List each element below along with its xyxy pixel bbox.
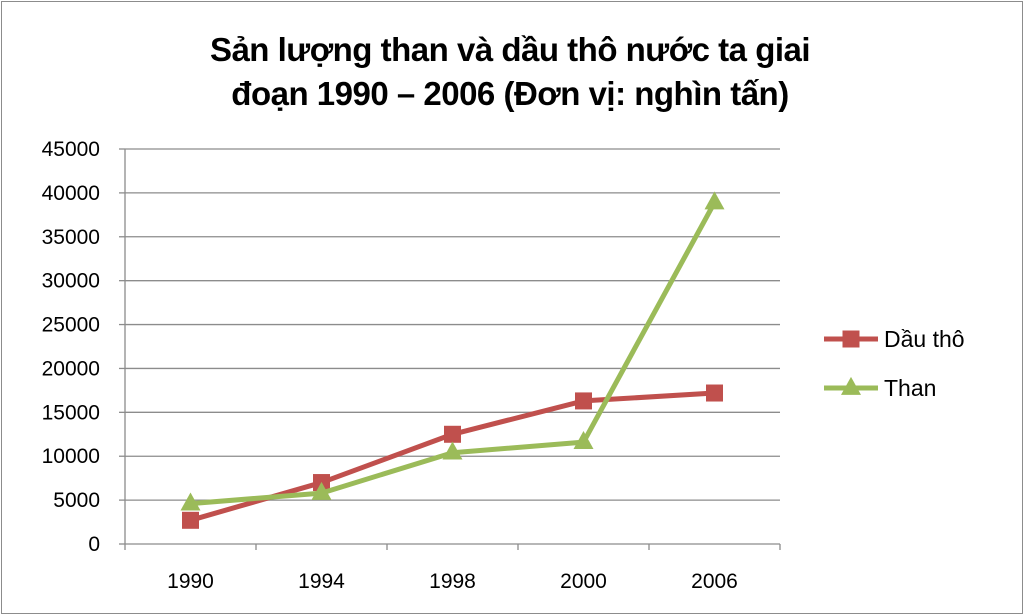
x-tick-label: 1998 [429, 570, 476, 593]
series-0-point [706, 384, 723, 402]
series-1-point [442, 441, 463, 460]
y-tick-label: 40000 [42, 182, 100, 205]
series-1-point [573, 431, 594, 450]
y-tick-label: 45000 [42, 138, 100, 161]
chart-title-line-1: Sản lượng than và dầu thô nước ta giai [209, 31, 811, 68]
series-0-point [444, 425, 461, 443]
y-tick-label: 30000 [42, 270, 100, 293]
legend-label: Than [884, 375, 936, 401]
chart-title-line-2: đoạn 1990 – 2006 (Đơn vị: nghìn tấn) [231, 75, 789, 112]
x-tick-label: 2006 [691, 570, 738, 593]
x-tick-label: 2000 [560, 570, 607, 593]
series-0-point [575, 392, 592, 410]
legend-swatch-marker [842, 330, 860, 348]
series-0-point [182, 511, 199, 529]
y-tick-label: 25000 [42, 314, 100, 337]
legend-label: Dầu thô [884, 326, 965, 352]
x-tick-label: 1994 [298, 570, 345, 593]
y-tick-label: 20000 [42, 357, 100, 380]
y-tick-label: 10000 [42, 445, 100, 468]
series-1-point [311, 481, 332, 500]
y-tick-label: 5000 [53, 489, 100, 512]
series-1-point [180, 492, 201, 511]
y-tick-label: 15000 [42, 401, 100, 424]
y-tick-label: 0 [88, 533, 100, 556]
series-1-point [704, 191, 725, 210]
legend-swatch-marker [841, 376, 861, 395]
x-tick-label: 1990 [167, 570, 214, 593]
y-tick-label: 35000 [42, 226, 100, 249]
chart-title: Sản lượng than và dầu thô nước ta giai đ… [100, 28, 920, 116]
